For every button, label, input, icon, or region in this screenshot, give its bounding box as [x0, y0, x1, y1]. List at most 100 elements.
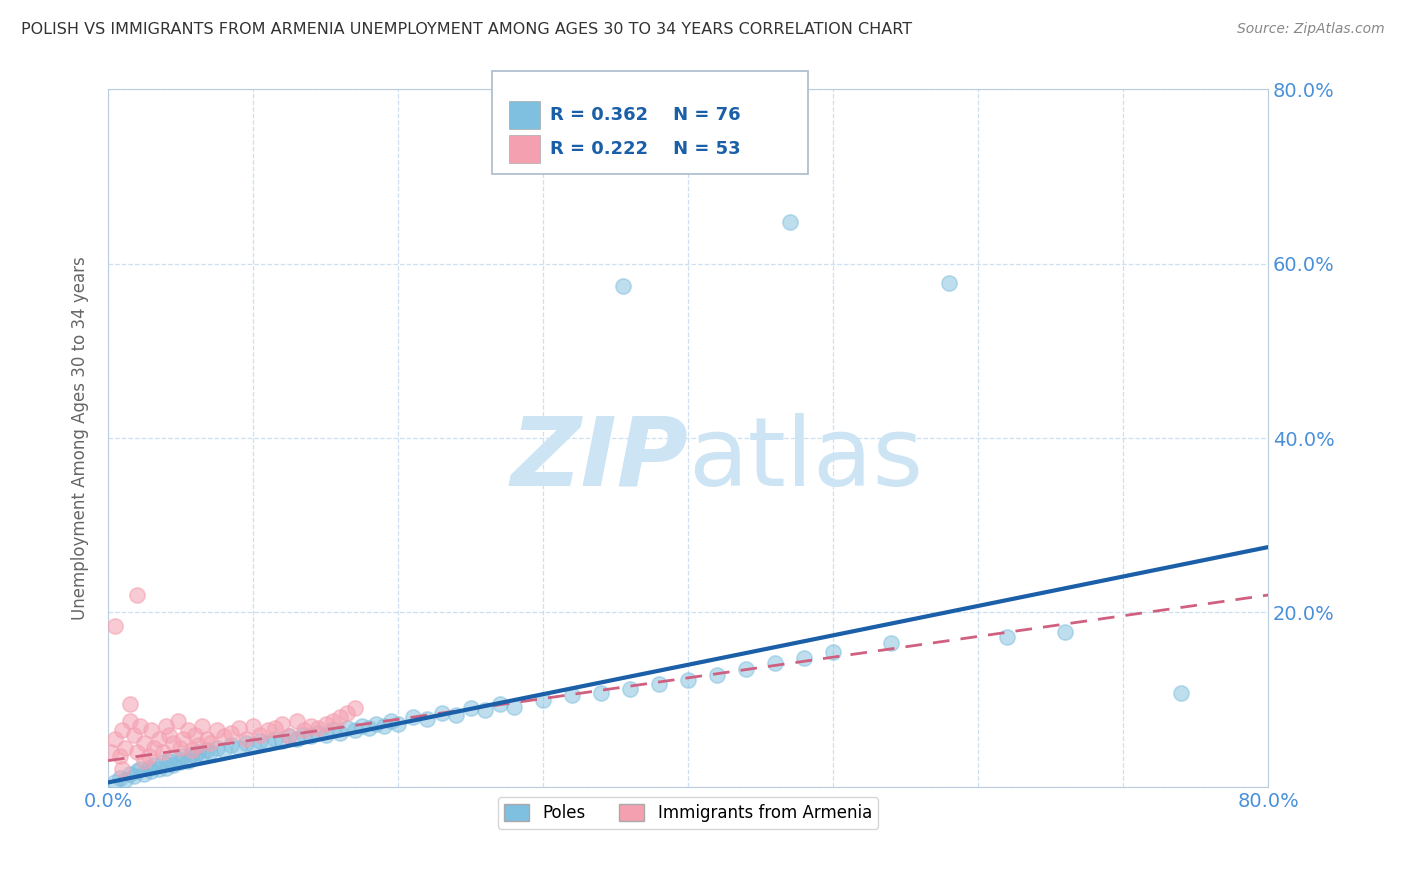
Point [460, 701, 482, 715]
Point [104, 775, 127, 789]
Point [122, 727, 145, 741]
Point [181, 743, 204, 757]
Point [357, 721, 380, 735]
Point [249, 727, 271, 741]
Point [152, 745, 174, 759]
Point [143, 758, 166, 772]
Point [212, 743, 235, 757]
Point [138, 749, 160, 764]
Text: POLISH VS IMMIGRANTS FROM ARMENIA UNEMPLOYMENT AMONG AGES 30 TO 34 YEARS CORRELA: POLISH VS IMMIGRANTS FROM ARMENIA UNEMPL… [21, 22, 912, 37]
Point [285, 714, 308, 729]
Point [619, 682, 641, 697]
Point [380, 714, 402, 729]
Point [336, 706, 359, 720]
Point [235, 736, 257, 750]
Point [125, 764, 148, 778]
Point [166, 714, 188, 729]
Point [134, 754, 156, 768]
Text: Source: ZipAtlas.com: Source: ZipAtlas.com [1237, 22, 1385, 37]
Point [488, 697, 510, 711]
Point [166, 752, 188, 766]
Point [444, 708, 467, 723]
Point [271, 734, 294, 748]
Point [191, 719, 214, 733]
Point [111, 763, 134, 777]
Point [292, 723, 315, 738]
Point [118, 697, 141, 711]
Point [793, 650, 815, 665]
Point [242, 738, 264, 752]
Point [122, 769, 145, 783]
Point [125, 588, 148, 602]
Point [416, 712, 439, 726]
Point [141, 764, 163, 778]
Point [343, 723, 366, 738]
Point [763, 656, 786, 670]
Point [307, 721, 329, 735]
Point [315, 717, 337, 731]
Point [157, 754, 180, 768]
Point [531, 692, 554, 706]
Point [228, 740, 250, 755]
Point [138, 761, 160, 775]
Point [292, 727, 315, 741]
Point [219, 738, 242, 752]
Point [366, 717, 388, 731]
Point [322, 714, 344, 729]
Point [104, 618, 127, 632]
Point [307, 725, 329, 739]
Point [315, 727, 337, 741]
Point [198, 745, 221, 759]
Point [191, 747, 214, 761]
Point [343, 701, 366, 715]
Point [401, 710, 423, 724]
Point [148, 731, 170, 746]
Point [256, 723, 278, 738]
Point [1054, 624, 1077, 639]
Text: ZIP: ZIP [510, 412, 688, 506]
Point [589, 686, 612, 700]
Point [104, 731, 127, 746]
Point [195, 731, 218, 746]
Text: atlas: atlas [688, 412, 924, 506]
Point [373, 719, 395, 733]
Point [134, 766, 156, 780]
Point [157, 727, 180, 741]
Point [184, 749, 207, 764]
Point [177, 754, 200, 768]
Point [263, 731, 285, 746]
Point [111, 723, 134, 738]
Point [779, 215, 801, 229]
Point [823, 645, 845, 659]
Point [100, 745, 122, 759]
Point [143, 740, 166, 755]
Point [612, 278, 634, 293]
Point [271, 717, 294, 731]
Point [329, 725, 352, 739]
Point [256, 736, 278, 750]
Point [329, 710, 352, 724]
Point [155, 761, 177, 775]
Point [172, 731, 194, 746]
Point [125, 745, 148, 759]
Point [938, 276, 960, 290]
Point [195, 743, 218, 757]
Point [108, 771, 131, 785]
Point [172, 749, 194, 764]
Point [128, 719, 150, 733]
Point [474, 703, 496, 717]
Point [648, 677, 671, 691]
Point [128, 763, 150, 777]
Point [249, 734, 271, 748]
Point [181, 747, 204, 761]
Point [141, 723, 163, 738]
Point [148, 763, 170, 777]
Point [299, 729, 322, 743]
Point [205, 740, 228, 755]
Point [169, 756, 191, 770]
Point [187, 745, 209, 759]
Point [706, 668, 728, 682]
Point [162, 736, 184, 750]
Point [322, 723, 344, 738]
Point [114, 740, 136, 755]
